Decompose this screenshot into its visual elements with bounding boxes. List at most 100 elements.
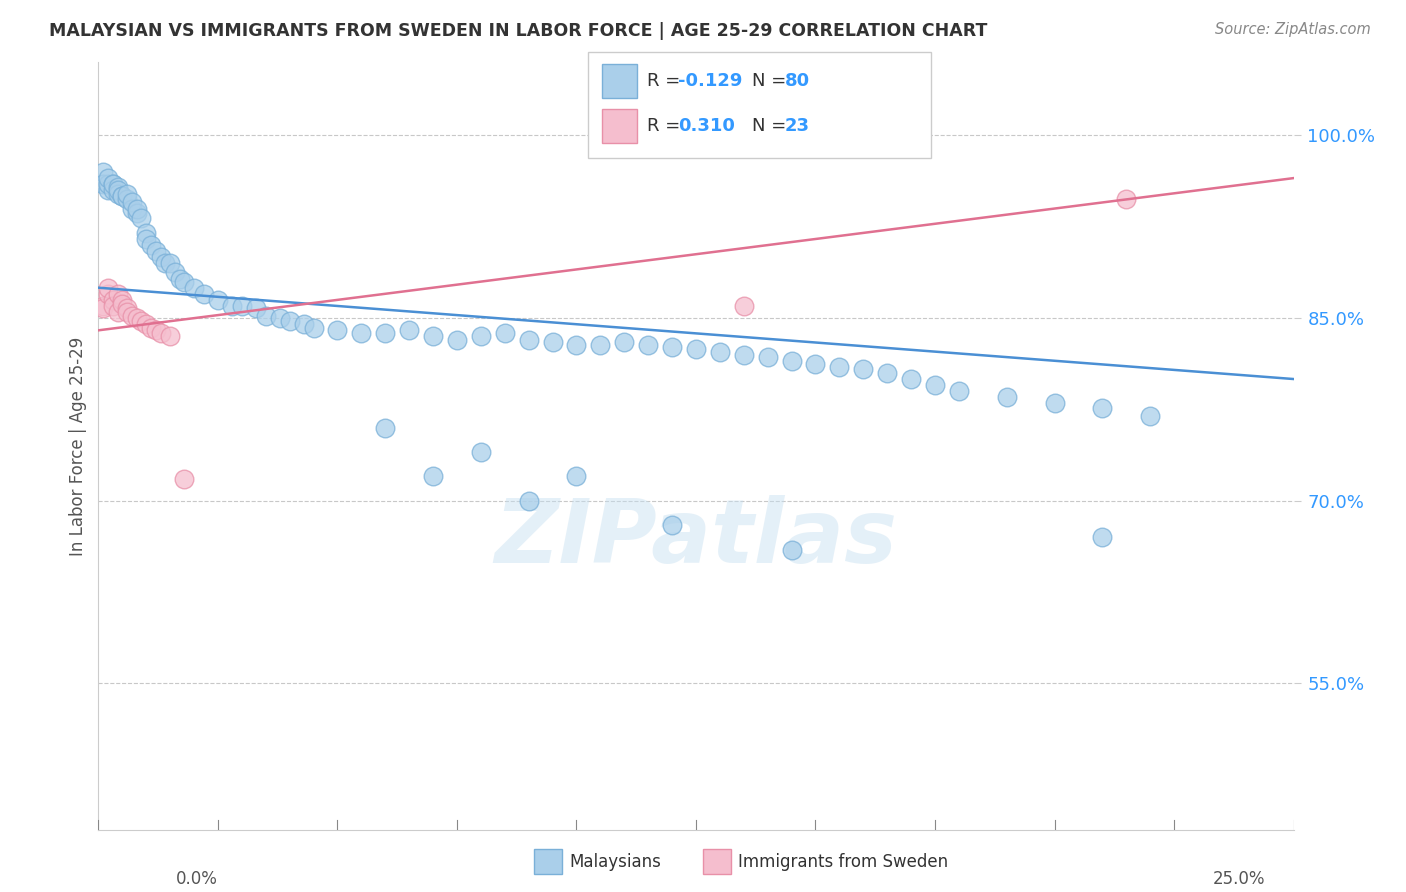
- Point: [1091, 401, 1114, 416]
- Point: [91, 301, 114, 316]
- Point: [125, 202, 148, 216]
- Text: 0.310: 0.310: [678, 117, 734, 135]
- Point: [374, 326, 396, 340]
- Point: [517, 333, 540, 347]
- Point: [780, 353, 803, 368]
- Point: [131, 211, 153, 226]
- Point: [326, 323, 349, 337]
- Point: [1091, 530, 1114, 544]
- Point: [254, 309, 277, 323]
- Text: MALAYSIAN VS IMMIGRANTS FROM SWEDEN IN LABOR FORCE | AGE 25-29 CORRELATION CHART: MALAYSIAN VS IMMIGRANTS FROM SWEDEN IN L…: [49, 22, 987, 40]
- Y-axis label: In Labor Force | Age 25-29: In Labor Force | Age 25-29: [69, 336, 87, 556]
- Point: [446, 333, 468, 347]
- Point: [115, 192, 138, 206]
- Point: [804, 358, 827, 372]
- Point: [422, 329, 444, 343]
- Point: [422, 469, 444, 483]
- Point: [278, 313, 301, 327]
- Point: [111, 189, 134, 203]
- Point: [155, 256, 177, 270]
- Point: [135, 317, 157, 331]
- Point: [145, 323, 167, 337]
- Point: [169, 272, 191, 286]
- Point: [565, 338, 588, 352]
- Point: [97, 183, 120, 197]
- Point: [135, 232, 157, 246]
- Point: [163, 265, 186, 279]
- Point: [302, 321, 325, 335]
- Point: [661, 518, 683, 533]
- Point: [852, 362, 875, 376]
- Point: [221, 299, 243, 313]
- Point: [733, 299, 755, 313]
- Point: [97, 281, 120, 295]
- Point: [125, 311, 148, 326]
- Point: [101, 299, 124, 313]
- Point: [107, 286, 129, 301]
- Point: [97, 286, 120, 301]
- Point: [91, 165, 114, 179]
- Point: [350, 326, 373, 340]
- Point: [111, 293, 134, 307]
- Point: [139, 238, 162, 252]
- Point: [709, 345, 731, 359]
- Point: [111, 296, 134, 310]
- Point: [207, 293, 229, 307]
- Point: [149, 250, 172, 264]
- Point: [589, 338, 612, 352]
- Text: N =: N =: [752, 117, 792, 135]
- Point: [637, 338, 659, 352]
- Point: [733, 348, 755, 362]
- Text: 25.0%: 25.0%: [1213, 870, 1265, 888]
- Text: N =: N =: [752, 72, 792, 90]
- Text: 80: 80: [785, 72, 810, 90]
- Point: [139, 321, 162, 335]
- Text: -0.129: -0.129: [678, 72, 742, 90]
- Point: [661, 340, 683, 354]
- Point: [269, 311, 291, 326]
- Point: [131, 313, 153, 327]
- Point: [193, 286, 215, 301]
- Text: 23: 23: [785, 117, 810, 135]
- Point: [292, 317, 315, 331]
- Point: [121, 195, 143, 210]
- Point: [107, 179, 129, 194]
- Point: [541, 335, 564, 350]
- Point: [613, 335, 636, 350]
- Point: [107, 305, 129, 319]
- Point: [135, 226, 157, 240]
- Point: [1139, 409, 1161, 423]
- Point: [173, 472, 195, 486]
- Point: [231, 299, 253, 313]
- Point: [876, 366, 898, 380]
- Point: [494, 326, 516, 340]
- Point: [97, 171, 120, 186]
- Point: [159, 329, 181, 343]
- Point: [159, 256, 181, 270]
- Text: Malaysians: Malaysians: [569, 853, 661, 871]
- Point: [995, 390, 1018, 404]
- Point: [1115, 192, 1137, 206]
- Point: [121, 202, 143, 216]
- Point: [145, 244, 167, 259]
- Text: R =: R =: [647, 72, 686, 90]
- Point: [101, 293, 124, 307]
- Point: [470, 329, 492, 343]
- Point: [115, 301, 138, 316]
- Point: [828, 359, 851, 374]
- Point: [948, 384, 970, 399]
- Point: [91, 299, 114, 313]
- Text: ZIPatlas: ZIPatlas: [495, 494, 897, 582]
- Point: [756, 350, 779, 364]
- Point: [780, 542, 803, 557]
- Point: [125, 206, 148, 220]
- Point: [900, 372, 922, 386]
- Point: [685, 342, 707, 356]
- Point: [101, 178, 124, 192]
- Text: Immigrants from Sweden: Immigrants from Sweden: [738, 853, 948, 871]
- Point: [565, 469, 588, 483]
- Point: [121, 309, 143, 323]
- Text: Source: ZipAtlas.com: Source: ZipAtlas.com: [1215, 22, 1371, 37]
- Point: [183, 281, 205, 295]
- Point: [101, 183, 124, 197]
